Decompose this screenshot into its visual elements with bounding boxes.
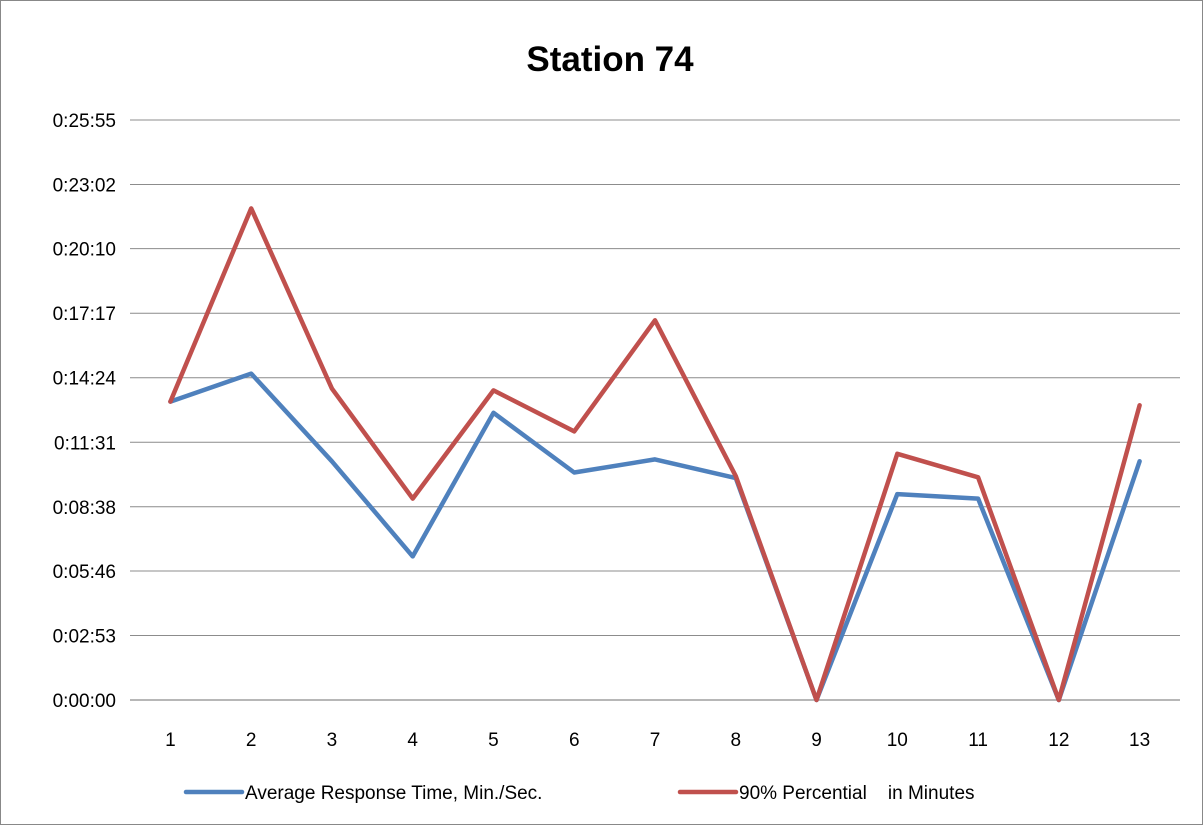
y-tick-label: 0:25:55 — [53, 111, 116, 132]
legend-label: Average Response Time, Min./Sec. — [245, 783, 542, 804]
series-line-1 — [168, 371, 1142, 703]
x-tick-label: 13 — [1129, 730, 1150, 751]
y-tick-label: 0:08:38 — [53, 498, 116, 519]
y-tick-label: 0:23:02 — [53, 176, 116, 197]
x-tick-label: 7 — [650, 730, 661, 751]
y-tick-label: 0:00:00 — [53, 691, 116, 712]
y-tick-label: 0:17:17 — [53, 304, 116, 325]
x-tick-label: 11 — [968, 730, 988, 751]
x-tick-label: 1 — [165, 730, 176, 751]
x-tick-label: 2 — [246, 730, 257, 751]
y-tick-label: 0:02:53 — [53, 626, 116, 647]
y-tick-label: 0:20:10 — [53, 240, 116, 261]
x-tick-label: 4 — [407, 730, 418, 751]
x-tick-label: 6 — [569, 730, 580, 751]
axes: 0:00:00 0:02:53 0:05:46 0:08:38 0:11:31 0:14:… — [53, 111, 1180, 751]
legend: Average Response Time, Min./Sec. 90% Perc… — [183, 783, 975, 804]
x-tick-label: 12 — [1048, 730, 1069, 751]
series-line-2 — [168, 206, 1142, 703]
y-tick-label: 0:11:31 — [54, 433, 116, 454]
x-tick-label: 8 — [730, 730, 741, 751]
x-tick-label: 5 — [488, 730, 499, 751]
gridlines — [130, 119, 1180, 636]
x-tick-label: 9 — [811, 730, 822, 751]
x-tick-label: 10 — [887, 730, 908, 751]
chart-title: Station 74 — [526, 40, 694, 79]
y-tick-label: 0:14:24 — [53, 369, 117, 390]
y-tick-label: 0:05:46 — [53, 562, 116, 583]
x-tick-label: 3 — [327, 730, 338, 751]
legend-label: 90% Percential in Minutes — [739, 783, 975, 804]
series — [168, 206, 1142, 703]
